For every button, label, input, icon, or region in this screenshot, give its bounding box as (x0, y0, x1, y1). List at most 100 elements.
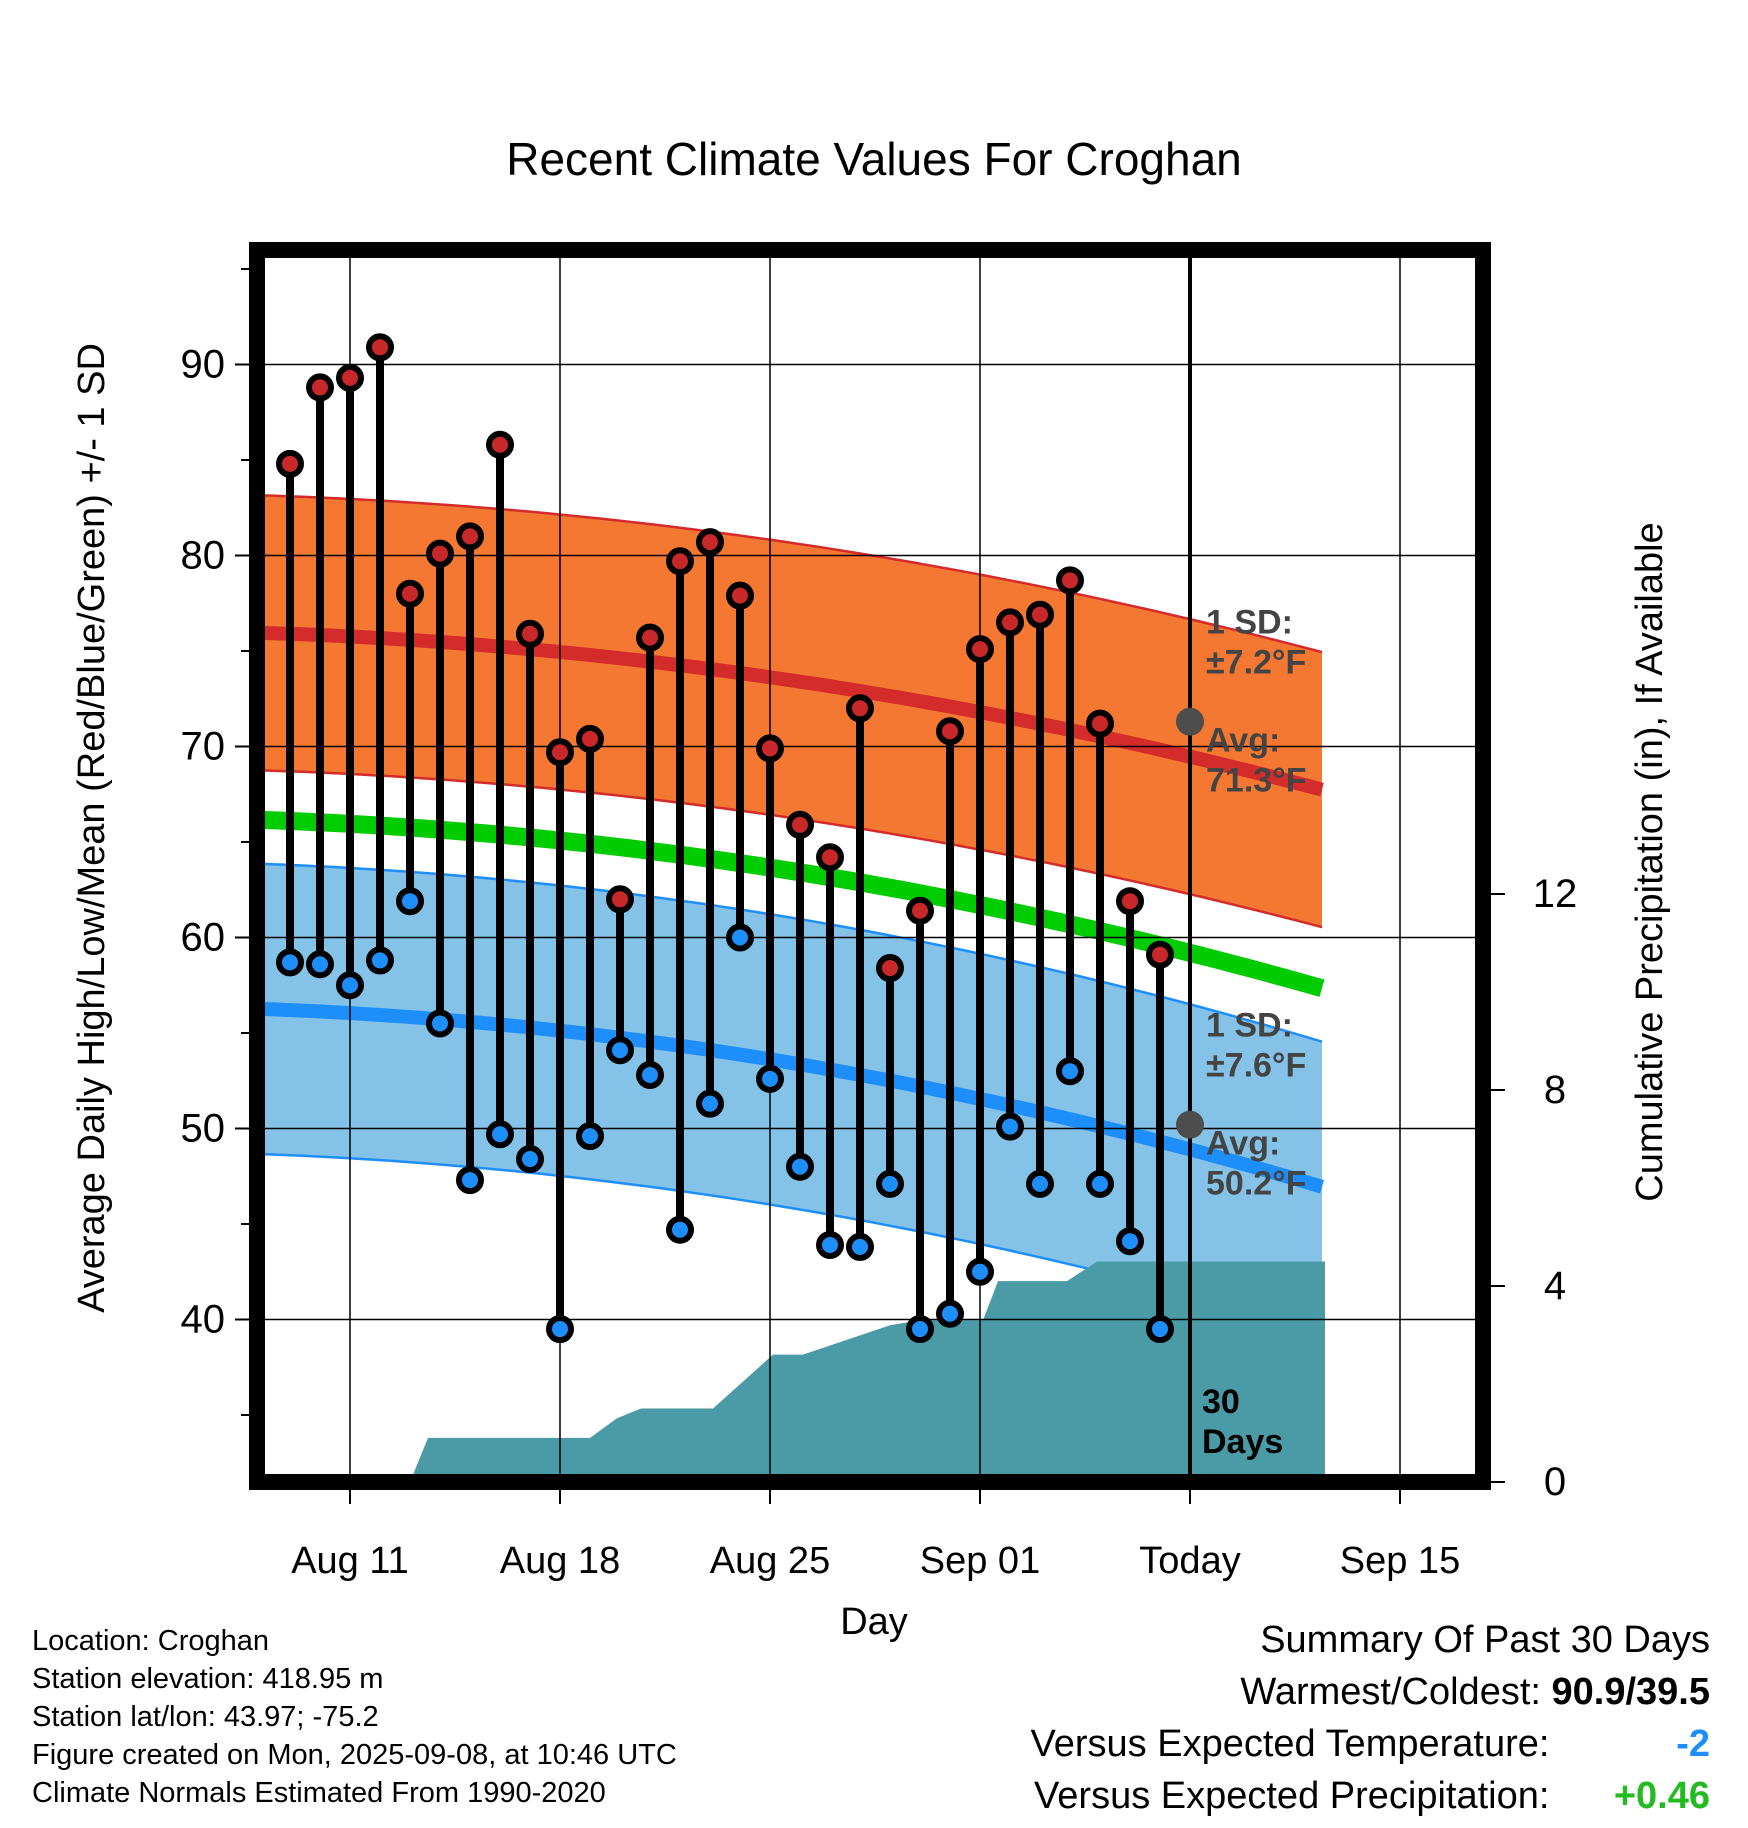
low-band-upper-edge (257, 862, 1323, 1043)
low-point (636, 1061, 664, 1090)
normals-text: Climate Normals Estimated From 1990-2020 (32, 1777, 606, 1809)
low-sd-value: ±7.6°F (1206, 1047, 1306, 1085)
high-sd-band (257, 495, 1322, 928)
y-tick-label: 90 (181, 343, 226, 387)
low-point (696, 1089, 724, 1118)
low-point (1116, 1227, 1144, 1256)
summary-precip: Versus Expected Precipitation: +0.46 (1031, 1770, 1710, 1822)
x-tick-label: Aug 18 (500, 1540, 620, 1582)
low-point (906, 1315, 934, 1344)
days-label-line2: Days (1202, 1423, 1283, 1461)
y2-tick-label: 8 (1544, 1068, 1566, 1112)
low-point (666, 1215, 694, 1244)
x-axis-label: Day (840, 1601, 908, 1643)
low-point (846, 1232, 874, 1261)
x-tick-label: Sep 01 (920, 1540, 1040, 1582)
high-point (306, 373, 334, 402)
high-point (606, 885, 634, 914)
precip-label: Versus Expected Precipitation: (1034, 1775, 1550, 1817)
high-point (576, 724, 604, 753)
high-point (426, 539, 454, 568)
high-point (786, 810, 814, 839)
high-point (846, 694, 874, 723)
y-tick-label: 50 (181, 1107, 226, 1151)
high-point (486, 430, 514, 459)
low-point (876, 1169, 904, 1198)
temp-label: Versus Expected Temperature: (1030, 1723, 1550, 1765)
created-text: Figure created on Mon, 2025-09-08, at 10… (32, 1739, 677, 1771)
today-normal-low-marker (1176, 1110, 1204, 1139)
low-point (396, 887, 424, 916)
high-point (1086, 709, 1114, 738)
high-point (516, 619, 544, 648)
low-sd-band (257, 863, 1322, 1332)
high-point (966, 635, 994, 664)
high-sd-label: 1 SD: (1206, 604, 1293, 642)
precip-value: +0.46 (1613, 1775, 1710, 1817)
high-band-upper-edge (257, 493, 1323, 654)
high-point (636, 623, 664, 652)
precip-area (410, 1261, 1325, 1482)
low-point (1056, 1057, 1084, 1086)
high-point (996, 608, 1024, 637)
low-avg-label: Avg: (1206, 1125, 1280, 1163)
high-point (336, 363, 364, 392)
summary-title: Summary Of Past 30 Days (1260, 1619, 1710, 1661)
latlon-text: Station lat/lon: 43.97; -75.2 (32, 1701, 379, 1733)
warm-cold-label: Warmest/Coldest: (1240, 1671, 1541, 1713)
warm-cold-value: 90.9/39.5 (1551, 1671, 1710, 1713)
low-point (606, 1036, 634, 1065)
low-point (336, 971, 364, 1000)
low-point (366, 946, 394, 975)
low-point (966, 1257, 994, 1286)
summary-temp: Versus Expected Temperature: -2 (1031, 1718, 1710, 1770)
location-text: Location: Croghan (32, 1625, 269, 1657)
high-point (396, 579, 424, 608)
y-tick-label: 40 (181, 1298, 226, 1342)
high-sd-value: ±7.2°F (1206, 644, 1306, 682)
y2-tick-label: 0 (1544, 1460, 1566, 1504)
low-point (726, 923, 754, 952)
low-point (486, 1120, 514, 1149)
high-point (546, 738, 574, 767)
high-point (906, 896, 934, 925)
low-point (1146, 1315, 1174, 1344)
low-point (306, 950, 334, 979)
high-point (936, 717, 964, 746)
low-point (456, 1166, 484, 1195)
elevation-text: Station elevation: 418.95 m (32, 1663, 384, 1695)
today-normal-high-marker (1176, 707, 1204, 736)
high-point (1026, 600, 1054, 629)
low-point (996, 1112, 1024, 1141)
y2-tick-label: 4 (1544, 1264, 1566, 1308)
normal-mean-line (257, 810, 1325, 997)
high-point (816, 843, 844, 872)
high-point (666, 547, 694, 576)
low-sd-label: 1 SD: (1206, 1007, 1293, 1045)
x-tick-label: Aug 11 (291, 1540, 409, 1582)
high-point (456, 522, 484, 551)
low-point (276, 948, 304, 977)
low-point (576, 1122, 604, 1151)
y-tick-label: 70 (181, 725, 226, 769)
high-avg-label: Avg: (1206, 722, 1280, 760)
high-point (276, 449, 304, 478)
x-tick-label: Aug 25 (710, 1540, 830, 1582)
plot-frame (249, 242, 1491, 1490)
low-point (786, 1152, 814, 1181)
high-point (726, 581, 754, 610)
y-axis-label: Average Daily High/Low/Mean (Red/Blue/Gr… (71, 343, 113, 1313)
temp-value: -2 (1676, 1723, 1710, 1765)
x-tick-label: Sep 15 (1340, 1540, 1460, 1582)
y-tick-label: 60 (181, 916, 226, 960)
low-point (426, 1009, 454, 1038)
days-label-line1: 30 (1202, 1383, 1240, 1421)
high-point (366, 333, 394, 362)
low-point (516, 1145, 544, 1174)
low-avg-value: 50.2°F (1206, 1165, 1307, 1203)
high-avg-value: 71.3°F (1206, 762, 1307, 800)
low-point (1026, 1169, 1054, 1198)
low-point (816, 1231, 844, 1260)
high-point (1056, 566, 1084, 595)
